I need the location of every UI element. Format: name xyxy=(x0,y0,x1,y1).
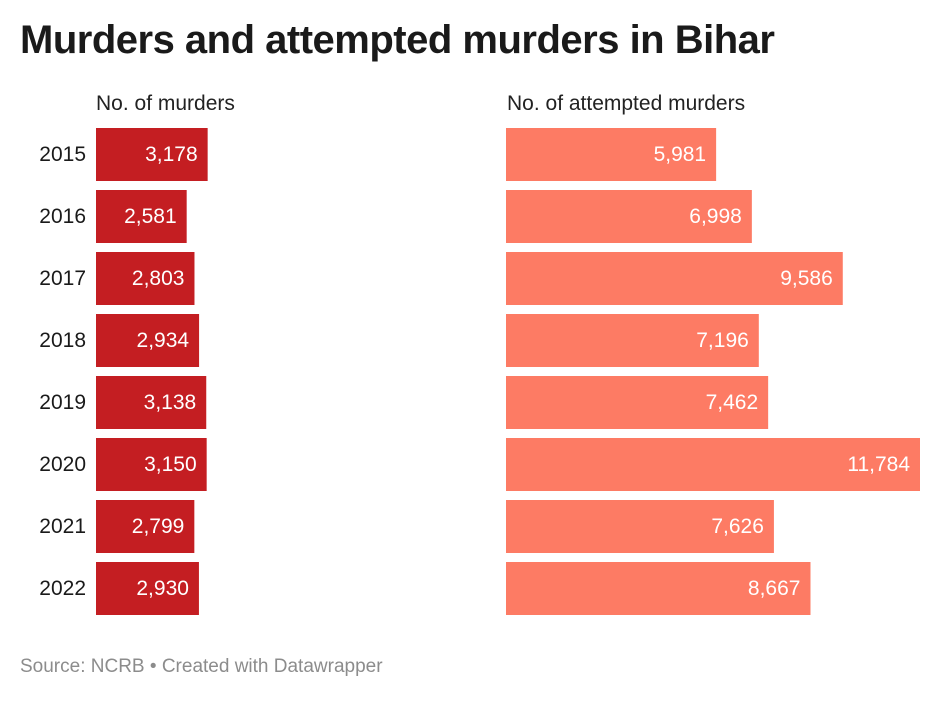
attempted-murders-bar xyxy=(506,128,717,181)
attempted-murders-bar xyxy=(506,500,774,553)
attempted-murders-value-label: 5,981 xyxy=(654,143,707,166)
attempted-murders-value-label: 7,196 xyxy=(696,329,749,352)
attempted-murders-bar xyxy=(506,562,811,615)
attempted-murders-bar xyxy=(506,438,920,491)
murders-bar xyxy=(96,190,187,243)
murders-bar xyxy=(96,438,207,491)
year-label: 2018 xyxy=(39,329,86,352)
year-label: 2015 xyxy=(39,143,86,166)
murders-value-label: 2,930 xyxy=(136,577,189,600)
year-label: 2019 xyxy=(39,391,86,414)
credit-note: Created with Datawrapper xyxy=(161,656,383,677)
year-label: 2016 xyxy=(39,205,86,228)
murders-bar xyxy=(96,252,195,305)
murders-value-label: 2,799 xyxy=(132,515,185,538)
murders-panel-label: No. of murders xyxy=(96,92,235,115)
murders-value-label: 2,803 xyxy=(132,267,185,290)
year-label: 2017 xyxy=(39,267,86,290)
attempted-murders-bar xyxy=(506,314,759,367)
attempted-murders-bar xyxy=(506,376,769,429)
attempted-murders-value-label: 7,462 xyxy=(706,391,759,414)
year-label: 2021 xyxy=(39,515,86,538)
murders-value-label: 3,150 xyxy=(144,453,197,476)
year-label: 2020 xyxy=(39,453,86,476)
attempted-murders-bar xyxy=(506,252,843,305)
murders-bar xyxy=(96,500,195,553)
murders-bar xyxy=(96,376,207,429)
chart-title: Murders and attempted murders in Bihar xyxy=(20,18,775,62)
murders-bar xyxy=(96,128,208,181)
murders-bar xyxy=(96,314,200,367)
attempted-murders-value-label: 8,667 xyxy=(748,577,801,600)
attempted-murders-panel-label: No. of attempted murders xyxy=(507,92,746,115)
bar-chart: 2015 3,178 5,981 2016 2,581 6,998 2017 2,803 9,5… xyxy=(39,128,920,615)
footer-separator: • xyxy=(149,656,157,677)
attempted-murders-value-label: 9,586 xyxy=(780,267,833,290)
murders-bar xyxy=(96,562,199,615)
murders-value-label: 2,581 xyxy=(124,205,177,228)
murders-value-label: 3,178 xyxy=(145,143,198,166)
murders-value-label: 3,138 xyxy=(144,391,197,414)
source-note: Source: NCRB xyxy=(20,656,145,677)
year-label: 2022 xyxy=(39,577,86,600)
chart-footer: Source: NCRB • Created with Datawrapper xyxy=(20,656,383,678)
attempted-murders-value-label: 11,784 xyxy=(847,453,910,476)
attempted-murders-value-label: 6,998 xyxy=(689,205,742,228)
murders-value-label: 2,934 xyxy=(137,329,190,352)
attempted-murders-bar xyxy=(506,190,752,243)
attempted-murders-value-label: 7,626 xyxy=(711,515,764,538)
